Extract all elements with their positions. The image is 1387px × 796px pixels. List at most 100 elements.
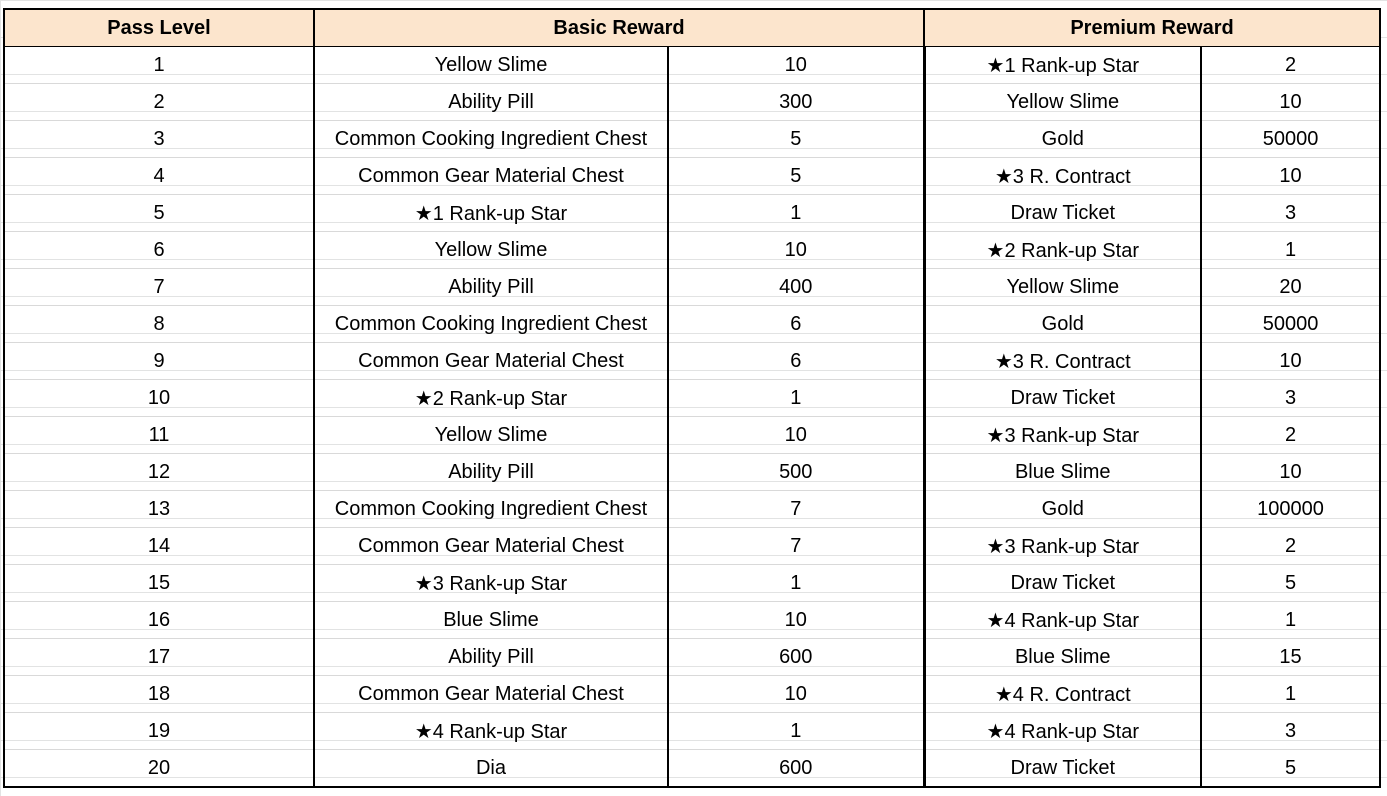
pass-level-cell[interactable]: 16 bbox=[3, 601, 315, 639]
pass-level-cell[interactable]: 12 bbox=[3, 453, 315, 491]
premium-reward-item-cell[interactable]: Yellow Slime bbox=[924, 83, 1203, 121]
basic-reward-qty-cell[interactable]: 600 bbox=[668, 749, 926, 788]
basic-reward-item-cell[interactable]: Common Cooking Ingredient Chest bbox=[314, 490, 669, 528]
basic-reward-item-cell[interactable]: Common Gear Material Chest bbox=[314, 675, 669, 713]
pass-level-cell[interactable]: 20 bbox=[3, 749, 315, 788]
basic-reward-item-cell[interactable]: Yellow Slime bbox=[314, 46, 669, 84]
premium-reward-qty-cell[interactable]: 10 bbox=[1201, 342, 1382, 380]
premium-reward-qty-cell[interactable]: 15 bbox=[1201, 638, 1382, 676]
premium-reward-qty-cell[interactable]: 20 bbox=[1201, 268, 1382, 306]
basic-reward-qty-cell[interactable]: 300 bbox=[668, 83, 926, 121]
pass-level-cell[interactable]: 17 bbox=[3, 638, 315, 676]
basic-reward-qty-cell[interactable]: 1 bbox=[668, 194, 926, 232]
basic-reward-item-cell[interactable]: Ability Pill bbox=[314, 453, 669, 491]
premium-reward-item-cell[interactable]: Draw Ticket bbox=[924, 379, 1203, 417]
pass-level-cell[interactable]: 6 bbox=[3, 231, 315, 269]
basic-reward-qty-cell[interactable]: 10 bbox=[668, 675, 926, 713]
premium-reward-item-cell[interactable]: ★3 Rank-up Star bbox=[924, 416, 1203, 454]
pass-level-cell[interactable]: 4 bbox=[3, 157, 315, 195]
basic-reward-qty-cell[interactable]: 10 bbox=[668, 416, 926, 454]
basic-reward-item-cell[interactable]: Common Cooking Ingredient Chest bbox=[314, 305, 669, 343]
basic-reward-item-cell[interactable]: ★2 Rank-up Star bbox=[314, 379, 669, 417]
premium-reward-qty-cell[interactable]: 3 bbox=[1201, 379, 1382, 417]
basic-reward-item-cell[interactable]: ★4 Rank-up Star bbox=[314, 712, 669, 750]
pass-level-cell[interactable]: 9 bbox=[3, 342, 315, 380]
premium-reward-item-cell[interactable]: ★4 R. Contract bbox=[924, 675, 1203, 713]
basic-reward-item-cell[interactable]: Yellow Slime bbox=[314, 416, 669, 454]
pass-level-cell[interactable]: 14 bbox=[3, 527, 315, 565]
premium-reward-qty-cell[interactable]: 50000 bbox=[1201, 305, 1382, 343]
pass-level-cell[interactable]: 19 bbox=[3, 712, 315, 750]
basic-reward-qty-cell[interactable]: 1 bbox=[668, 379, 926, 417]
premium-reward-item-cell[interactable]: Gold bbox=[924, 490, 1203, 528]
premium-reward-qty-cell[interactable]: 50000 bbox=[1201, 120, 1382, 158]
basic-reward-item-cell[interactable]: Blue Slime bbox=[314, 601, 669, 639]
pass-level-cell[interactable]: 18 bbox=[3, 675, 315, 713]
basic-reward-item-cell[interactable]: ★3 Rank-up Star bbox=[314, 564, 669, 602]
pass-level-cell[interactable]: 1 bbox=[3, 46, 315, 84]
basic-reward-qty-cell[interactable]: 10 bbox=[668, 601, 926, 639]
premium-reward-qty-cell[interactable]: 2 bbox=[1201, 527, 1382, 565]
premium-reward-item-cell[interactable]: ★4 Rank-up Star bbox=[924, 601, 1203, 639]
premium-reward-item-cell[interactable]: Draw Ticket bbox=[924, 749, 1203, 788]
pass-level-cell[interactable]: 8 bbox=[3, 305, 315, 343]
premium-reward-qty-cell[interactable]: 10 bbox=[1201, 83, 1382, 121]
basic-reward-qty-cell[interactable]: 7 bbox=[668, 527, 926, 565]
premium-reward-qty-cell[interactable]: 10 bbox=[1201, 157, 1382, 195]
basic-reward-item-cell[interactable]: Common Gear Material Chest bbox=[314, 527, 669, 565]
basic-reward-qty-cell[interactable]: 1 bbox=[668, 712, 926, 750]
premium-reward-item-cell[interactable]: Gold bbox=[924, 305, 1203, 343]
basic-reward-item-cell[interactable]: Ability Pill bbox=[314, 638, 669, 676]
basic-reward-qty-cell[interactable]: 10 bbox=[668, 231, 926, 269]
basic-reward-qty-cell[interactable]: 10 bbox=[668, 46, 926, 84]
premium-reward-item-cell[interactable]: ★3 R. Contract bbox=[924, 157, 1203, 195]
pass-level-cell[interactable]: 7 bbox=[3, 268, 315, 306]
premium-reward-item-cell[interactable]: ★3 R. Contract bbox=[924, 342, 1203, 380]
basic-reward-item-cell[interactable]: Yellow Slime bbox=[314, 231, 669, 269]
basic-reward-item-cell[interactable]: Common Gear Material Chest bbox=[314, 342, 669, 380]
header-pass-level[interactable]: Pass Level bbox=[3, 8, 315, 47]
premium-reward-qty-cell[interactable]: 1 bbox=[1201, 231, 1382, 269]
premium-reward-item-cell[interactable]: Blue Slime bbox=[924, 638, 1203, 676]
premium-reward-item-cell[interactable]: ★1 Rank-up Star bbox=[924, 46, 1203, 84]
basic-reward-item-cell[interactable]: ★1 Rank-up Star bbox=[314, 194, 669, 232]
basic-reward-qty-cell[interactable]: 6 bbox=[668, 342, 926, 380]
premium-reward-item-cell[interactable]: ★4 Rank-up Star bbox=[924, 712, 1203, 750]
basic-reward-qty-cell[interactable]: 500 bbox=[668, 453, 926, 491]
pass-level-cell[interactable]: 3 bbox=[3, 120, 315, 158]
basic-reward-qty-cell[interactable]: 6 bbox=[668, 305, 926, 343]
header-premium-reward[interactable]: Premium Reward bbox=[923, 8, 1382, 47]
pass-level-cell[interactable]: 10 bbox=[3, 379, 315, 417]
basic-reward-qty-cell[interactable]: 1 bbox=[668, 564, 926, 602]
pass-level-cell[interactable]: 2 bbox=[3, 83, 315, 121]
premium-reward-qty-cell[interactable]: 1 bbox=[1201, 601, 1382, 639]
premium-reward-item-cell[interactable]: Gold bbox=[924, 120, 1203, 158]
premium-reward-item-cell[interactable]: Draw Ticket bbox=[924, 564, 1203, 602]
basic-reward-item-cell[interactable]: Ability Pill bbox=[314, 268, 669, 306]
basic-reward-qty-cell[interactable]: 5 bbox=[668, 157, 926, 195]
premium-reward-qty-cell[interactable]: 100000 bbox=[1201, 490, 1382, 528]
pass-level-cell[interactable]: 11 bbox=[3, 416, 315, 454]
pass-level-cell[interactable]: 5 bbox=[3, 194, 315, 232]
basic-reward-item-cell[interactable]: Dia bbox=[314, 749, 669, 788]
premium-reward-item-cell[interactable]: Blue Slime bbox=[924, 453, 1203, 491]
header-basic-reward[interactable]: Basic Reward bbox=[312, 8, 926, 47]
premium-reward-qty-cell[interactable]: 1 bbox=[1201, 675, 1382, 713]
basic-reward-item-cell[interactable]: Common Gear Material Chest bbox=[314, 157, 669, 195]
basic-reward-qty-cell[interactable]: 400 bbox=[668, 268, 926, 306]
basic-reward-qty-cell[interactable]: 7 bbox=[668, 490, 926, 528]
premium-reward-item-cell[interactable]: ★2 Rank-up Star bbox=[924, 231, 1203, 269]
pass-level-cell[interactable]: 15 bbox=[3, 564, 315, 602]
premium-reward-item-cell[interactable]: Yellow Slime bbox=[924, 268, 1203, 306]
premium-reward-qty-cell[interactable]: 2 bbox=[1201, 416, 1382, 454]
pass-level-cell[interactable]: 13 bbox=[3, 490, 315, 528]
premium-reward-qty-cell[interactable]: 5 bbox=[1201, 749, 1382, 788]
basic-reward-item-cell[interactable]: Ability Pill bbox=[314, 83, 669, 121]
premium-reward-qty-cell[interactable]: 5 bbox=[1201, 564, 1382, 602]
premium-reward-item-cell[interactable]: ★3 Rank-up Star bbox=[924, 527, 1203, 565]
premium-reward-qty-cell[interactable]: 3 bbox=[1201, 712, 1382, 750]
premium-reward-qty-cell[interactable]: 2 bbox=[1201, 46, 1382, 84]
premium-reward-qty-cell[interactable]: 10 bbox=[1201, 453, 1382, 491]
premium-reward-item-cell[interactable]: Draw Ticket bbox=[924, 194, 1203, 232]
premium-reward-qty-cell[interactable]: 3 bbox=[1201, 194, 1382, 232]
